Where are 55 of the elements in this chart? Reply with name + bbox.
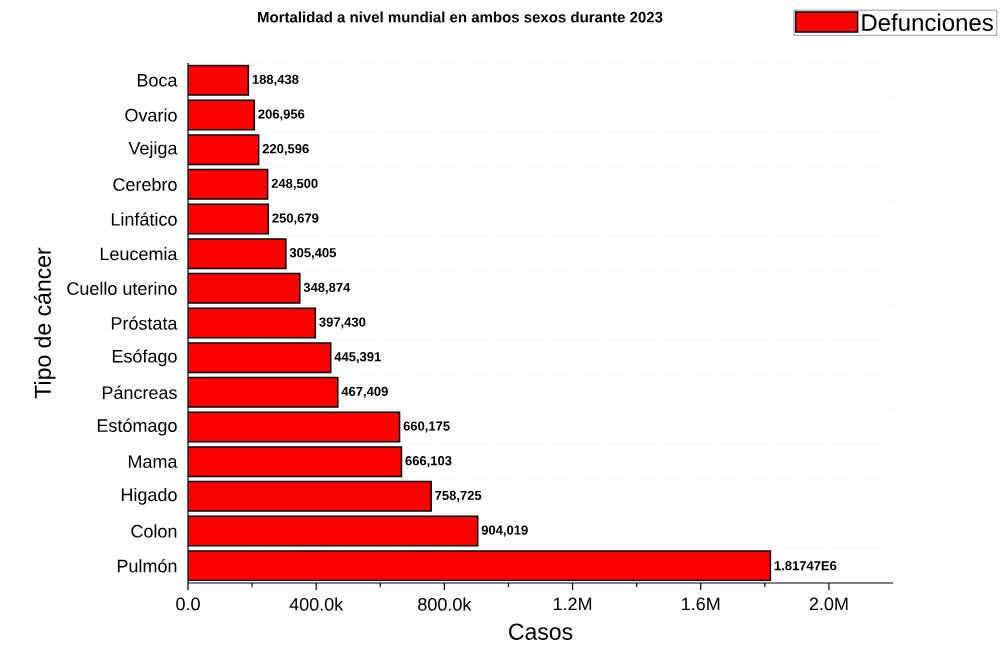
bar bbox=[188, 203, 270, 235]
y-tick-label: Leucemia bbox=[100, 247, 178, 261]
x-tick-label: 400.0k bbox=[289, 597, 344, 611]
data-label: 758,725 bbox=[435, 490, 482, 502]
bar bbox=[188, 272, 301, 304]
y-tick-label: Mama bbox=[128, 455, 178, 468]
bar bbox=[188, 238, 287, 270]
data-label: 188,438 bbox=[252, 74, 299, 86]
y-axis-title: Tipo de cáncer bbox=[33, 247, 56, 399]
x-tick-label: 800.0k bbox=[418, 597, 472, 611]
y-tick-label: Pulmón bbox=[117, 558, 177, 573]
y-tick-label: Ovario bbox=[125, 108, 177, 122]
x-axis-title: Casos bbox=[509, 623, 573, 640]
bar bbox=[188, 515, 479, 547]
y-tick-label: Colon bbox=[131, 524, 177, 538]
bar bbox=[188, 376, 339, 408]
bar bbox=[188, 134, 260, 166]
bar bbox=[188, 550, 772, 582]
data-label: 250,679 bbox=[272, 213, 319, 225]
bar bbox=[188, 168, 269, 200]
data-label: 397,430 bbox=[319, 317, 366, 329]
data-label: 248,500 bbox=[271, 178, 318, 190]
y-tick-label: Vejiga bbox=[128, 141, 178, 159]
x-tick-label: 2.0M bbox=[809, 597, 848, 611]
y-tick-label: Linfático bbox=[111, 212, 177, 226]
y-tick-label: Boca bbox=[137, 74, 178, 87]
y-tick-label: Próstata bbox=[111, 316, 178, 330]
data-label: 666,103 bbox=[405, 456, 452, 468]
bar bbox=[188, 411, 401, 443]
bar bbox=[188, 64, 250, 96]
x-tick-label: 1.2M bbox=[553, 597, 592, 611]
bar bbox=[188, 307, 317, 339]
y-tick-label: Esófago bbox=[112, 349, 177, 367]
y-tick-label: Higado bbox=[121, 487, 177, 505]
data-label: 305,405 bbox=[289, 248, 337, 260]
chart-title: Mortalidad a nivel mundial en ambos sexos durante 2023 bbox=[258, 11, 663, 23]
data-label: 445,391 bbox=[334, 352, 381, 364]
bar bbox=[188, 446, 403, 478]
data-label: 467,409 bbox=[341, 386, 388, 398]
y-tick-label: Cerebro bbox=[113, 177, 177, 191]
data-label: 904,019 bbox=[481, 525, 528, 537]
data-label: 220,596 bbox=[262, 144, 309, 156]
bar bbox=[188, 480, 432, 512]
bar bbox=[188, 99, 256, 131]
data-label: 206,956 bbox=[258, 109, 305, 121]
data-label: 1.81747E6 bbox=[774, 561, 837, 571]
y-tick-label: Cuello uterino bbox=[67, 281, 177, 295]
y-tick-label: Estómago bbox=[97, 418, 177, 436]
data-label: 660,175 bbox=[403, 421, 450, 433]
legend-label: Defunciones bbox=[862, 13, 993, 32]
x-tick-label: 0.0 bbox=[176, 597, 200, 611]
bar bbox=[188, 342, 332, 374]
data-label: 348,874 bbox=[303, 282, 351, 294]
y-tick-label: Páncreas bbox=[102, 385, 177, 400]
x-tick-label: 1.6M bbox=[682, 597, 720, 611]
